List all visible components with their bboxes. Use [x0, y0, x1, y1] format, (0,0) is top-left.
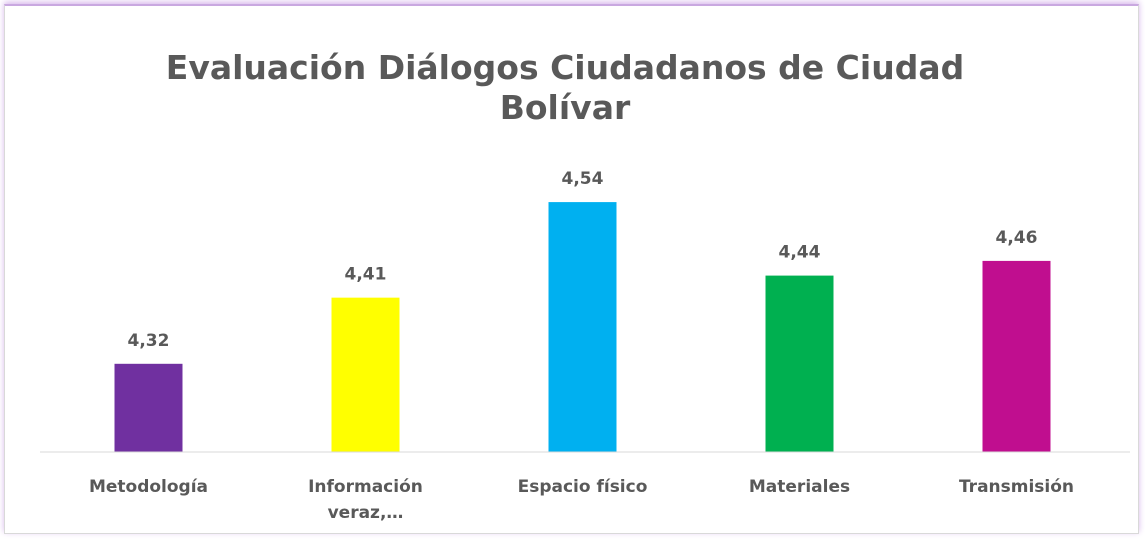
chart-title: Evaluación Diálogos Ciudadanos de Ciudad… — [165, 48, 965, 127]
bar — [114, 363, 183, 452]
x-tick-label: Información veraz,… — [308, 477, 423, 523]
data-label: 4,54 — [562, 169, 604, 189]
bar — [331, 297, 400, 452]
x-tick-label: Espacio físico — [517, 477, 648, 497]
data-label: 4,44 — [779, 243, 821, 263]
x-tick-label: Materiales — [748, 477, 851, 497]
x-tick-label: Transmisión — [958, 477, 1075, 497]
data-label: 4,32 — [128, 331, 170, 351]
x-tick-label: Metodología — [88, 477, 209, 497]
chart-card — [4, 4, 1139, 534]
data-label: 4,41 — [345, 265, 387, 285]
bar — [548, 202, 617, 452]
bar — [765, 275, 834, 452]
bar — [982, 260, 1051, 452]
data-label: 4,46 — [996, 228, 1038, 248]
